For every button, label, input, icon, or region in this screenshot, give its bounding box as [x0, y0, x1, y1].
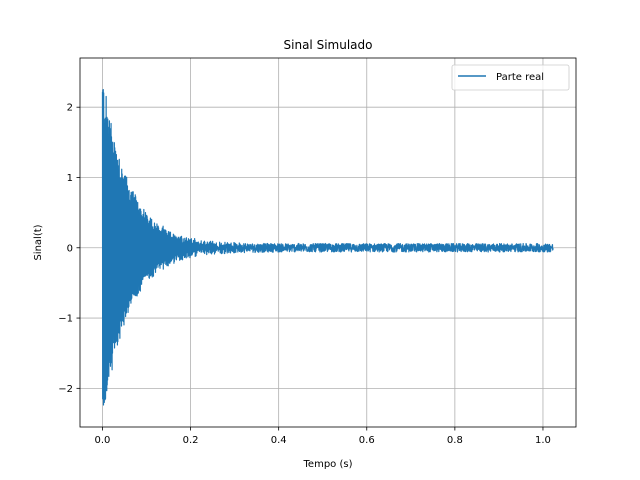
- axes-frame: [79, 57, 577, 428]
- legend: Parte real: [451, 64, 570, 91]
- chart-title: Sinal Simulado: [284, 38, 373, 52]
- legend-box: [451, 64, 570, 91]
- y-tick-label: 2: [67, 103, 73, 114]
- legend-label: Parte real: [496, 72, 544, 83]
- x-tick-label: 0.8: [447, 435, 463, 446]
- x-tick-label: 0.4: [271, 435, 287, 446]
- series-line-parte-real: [101, 89, 554, 406]
- x-tick-label: 0.6: [359, 435, 375, 446]
- plot-area: [101, 89, 554, 406]
- x-tick-label: 0.2: [183, 435, 199, 446]
- x-axis-label: Tempo (s): [303, 459, 353, 470]
- y-tick-label: 0: [67, 243, 73, 254]
- x-tick-label: 1.0: [535, 435, 551, 446]
- x-tick-label: 0.0: [95, 435, 111, 446]
- x-axis: 0.0 0.2 0.4 0.6 0.8 1.0: [95, 427, 551, 446]
- y-axis: −2 −1 0 1 2: [58, 103, 80, 395]
- y-tick-label: −1: [58, 314, 73, 325]
- y-axis-label: Sinal(t): [33, 224, 44, 260]
- y-tick-label: 1: [67, 173, 73, 184]
- y-tick-label: −2: [58, 384, 73, 395]
